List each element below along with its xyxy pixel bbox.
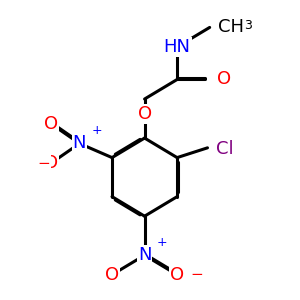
Text: O: O xyxy=(170,266,184,284)
Text: N: N xyxy=(138,246,151,264)
Text: HN: HN xyxy=(164,38,190,56)
Text: O: O xyxy=(44,154,58,172)
Text: CH: CH xyxy=(218,18,244,36)
Text: O: O xyxy=(217,70,231,88)
Text: O: O xyxy=(44,115,58,133)
Text: N: N xyxy=(73,134,86,152)
Text: +: + xyxy=(92,124,102,137)
Text: −: − xyxy=(37,155,50,170)
Text: +: + xyxy=(157,236,167,249)
Text: O: O xyxy=(105,266,119,284)
Text: −: − xyxy=(190,267,203,282)
Text: Cl: Cl xyxy=(216,140,234,158)
Text: 3: 3 xyxy=(244,19,252,32)
Text: O: O xyxy=(137,105,152,123)
